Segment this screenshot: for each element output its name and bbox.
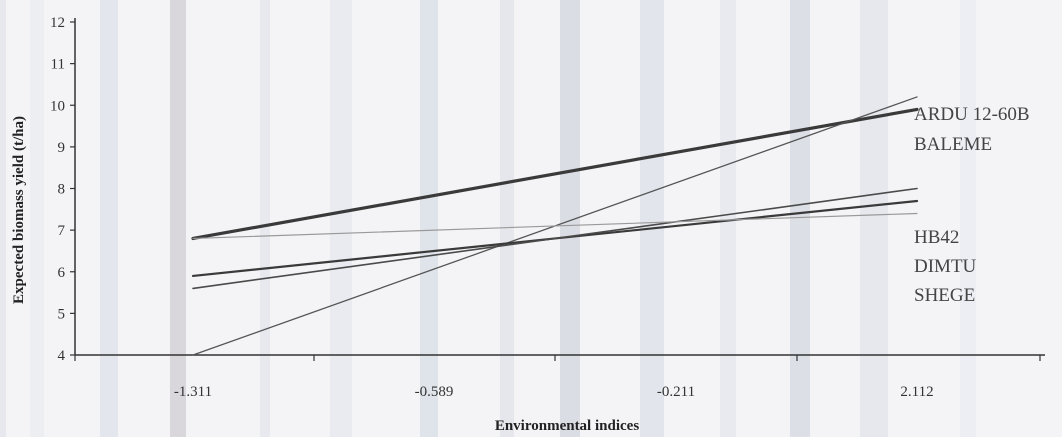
background-stripe	[0, 0, 6, 437]
legend-label: DIMTU	[914, 256, 977, 277]
series-line	[192, 187, 918, 290]
background-stripe	[720, 0, 736, 437]
background-stripe	[260, 0, 270, 437]
background-stripe	[170, 0, 186, 437]
x-axis-title: Environmental indices	[495, 418, 639, 434]
background-stripe	[860, 0, 888, 437]
series-line	[191, 107, 919, 241]
x-tick-label: -0.589	[415, 384, 454, 400]
background-stripe	[420, 0, 438, 437]
y-tick-label: 7	[58, 223, 66, 239]
y-tick-label: 11	[51, 57, 65, 73]
x-tick-label: 2.112	[900, 384, 933, 400]
chart-lines	[191, 96, 919, 356]
y-tick-label: 8	[58, 182, 66, 198]
y-axis-title: Expected biomass yield (t/ha)	[11, 116, 27, 304]
background-stripe	[330, 0, 352, 437]
series-line	[192, 212, 918, 240]
background-stripe	[100, 0, 118, 437]
background-stripe	[640, 0, 664, 437]
legend-label: ARDU 12-60B	[914, 104, 1030, 125]
chart-axes	[74, 18, 1045, 356]
background-stripe	[790, 0, 810, 437]
y-tick-label: 4	[58, 348, 66, 364]
background-stripe	[500, 0, 514, 437]
background-stripe	[30, 0, 44, 437]
x-tick-label: -1.311	[174, 384, 212, 400]
chart-ticks: 4 5 6 7 8 9 10 11 12 -1.311 -0.589 -0.211 2.112	[50, 15, 1041, 400]
y-tick-label: 9	[58, 140, 66, 156]
legend-label: SHEGE	[914, 285, 975, 306]
x-tick-label: -0.211	[657, 384, 695, 400]
y-tick-label: 12	[50, 15, 65, 31]
legend-label: HB42	[914, 227, 959, 248]
legend-label: BALEME	[914, 134, 992, 155]
y-tick-label: 10	[50, 98, 65, 114]
background-stripe	[560, 0, 580, 437]
y-tick-label: 5	[58, 306, 66, 322]
chart-legend: ARDU 12-60B BALEME HB42 DIMTU SHEGE	[914, 104, 1030, 306]
background-stripe	[960, 0, 976, 437]
y-tick-label: 6	[58, 265, 66, 281]
